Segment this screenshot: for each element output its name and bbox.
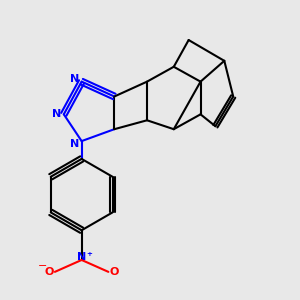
Text: O: O	[44, 267, 54, 277]
Text: −: −	[38, 261, 48, 271]
Text: N: N	[70, 139, 79, 149]
Text: N: N	[70, 74, 79, 84]
Text: O: O	[110, 267, 119, 277]
Text: N: N	[52, 109, 61, 119]
Text: N: N	[77, 252, 86, 262]
Text: +: +	[86, 251, 92, 257]
